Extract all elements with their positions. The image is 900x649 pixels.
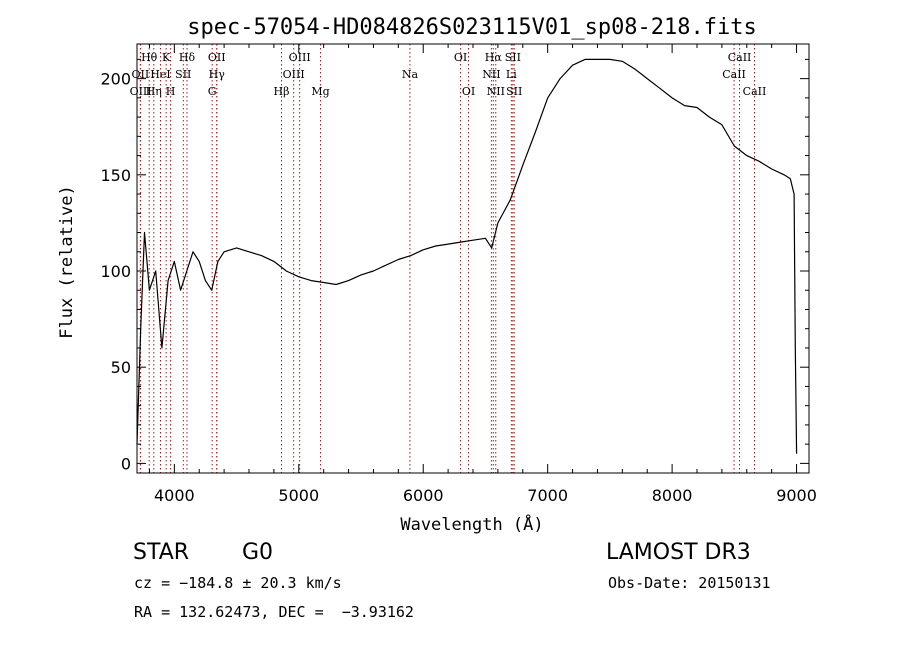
series-line-flux — [136, 58, 798, 454]
line-label-0: Hθ — [141, 51, 158, 64]
line-label-19: Hη — [146, 85, 162, 98]
line-label-10: HeI — [150, 68, 170, 81]
x-tick-label-3: 7000 — [527, 486, 568, 505]
line-label-23: Mg — [311, 85, 329, 98]
object-subclass: G0 — [242, 540, 274, 565]
coordinates-readout: RA = 132.62473, DEC = −3.93162 — [134, 603, 414, 621]
line-label-8: CaII — [728, 51, 752, 64]
line-label-7: SII — [505, 51, 521, 64]
y-axis-label: Flux (relative) — [57, 185, 77, 339]
y-tick-label-4: 200 — [100, 70, 131, 89]
line-label-6: Hα — [485, 51, 503, 64]
line-label-3: OII — [208, 51, 226, 64]
line-label-9: OII — [132, 68, 150, 81]
line-label-14: Na — [402, 68, 419, 81]
line-label-16: Li — [506, 68, 517, 81]
line-label-25: NII — [487, 85, 505, 98]
line-label-15: NII — [482, 68, 500, 81]
line-label-11: SII — [175, 68, 191, 81]
line-label-2: Hδ — [179, 51, 196, 64]
line-label-21: G — [208, 85, 217, 98]
object-class: STAR — [133, 540, 190, 565]
line-label-1: K — [162, 51, 171, 64]
series-group — [136, 58, 798, 454]
axes: 4000 5000 6000 7000 8000 9000 0 50 100 150 200 — [100, 43, 817, 505]
x-tick-label-0: 4000 — [154, 486, 195, 505]
redshift-readout: cz = −184.8 ± 20.3 km/s — [134, 574, 342, 592]
line-label-5: OI — [454, 51, 467, 64]
spectral-line-markers — [139, 44, 755, 473]
x-tick-label-5: 9000 — [776, 486, 817, 505]
line-label-13: OIII — [283, 68, 305, 81]
line-label-18: OIII — [130, 85, 152, 98]
line-label-22: Hβ — [274, 85, 290, 98]
line-label-24: OI — [462, 85, 475, 98]
line-label-17: CaII — [722, 68, 746, 81]
line-label-26: SII — [506, 85, 522, 98]
y-tick-label-1: 50 — [111, 358, 131, 377]
x-axis-label: Wavelength (Å) — [400, 513, 543, 535]
x-tick-label-2: 6000 — [403, 486, 444, 505]
line-label-27: CaII — [743, 85, 767, 98]
observation-date: Obs-Date: 20150131 — [608, 574, 771, 592]
survey-name: LAMOST DR3 — [606, 540, 751, 565]
x-tick-label-4: 8000 — [652, 486, 693, 505]
y-tick-label-2: 100 — [100, 262, 131, 281]
y-tick-label-3: 150 — [100, 166, 131, 185]
chart-title: spec-57054-HD084826S023115V01_sp08-218.f… — [187, 15, 757, 40]
plot-frame — [136, 43, 810, 474]
line-label-4: OIII — [289, 51, 311, 64]
y-tick-label-0: 0 — [121, 454, 131, 473]
x-tick-label-1: 5000 — [278, 486, 319, 505]
line-label-20: H — [166, 85, 176, 98]
line-label-12: Hγ — [209, 68, 226, 81]
